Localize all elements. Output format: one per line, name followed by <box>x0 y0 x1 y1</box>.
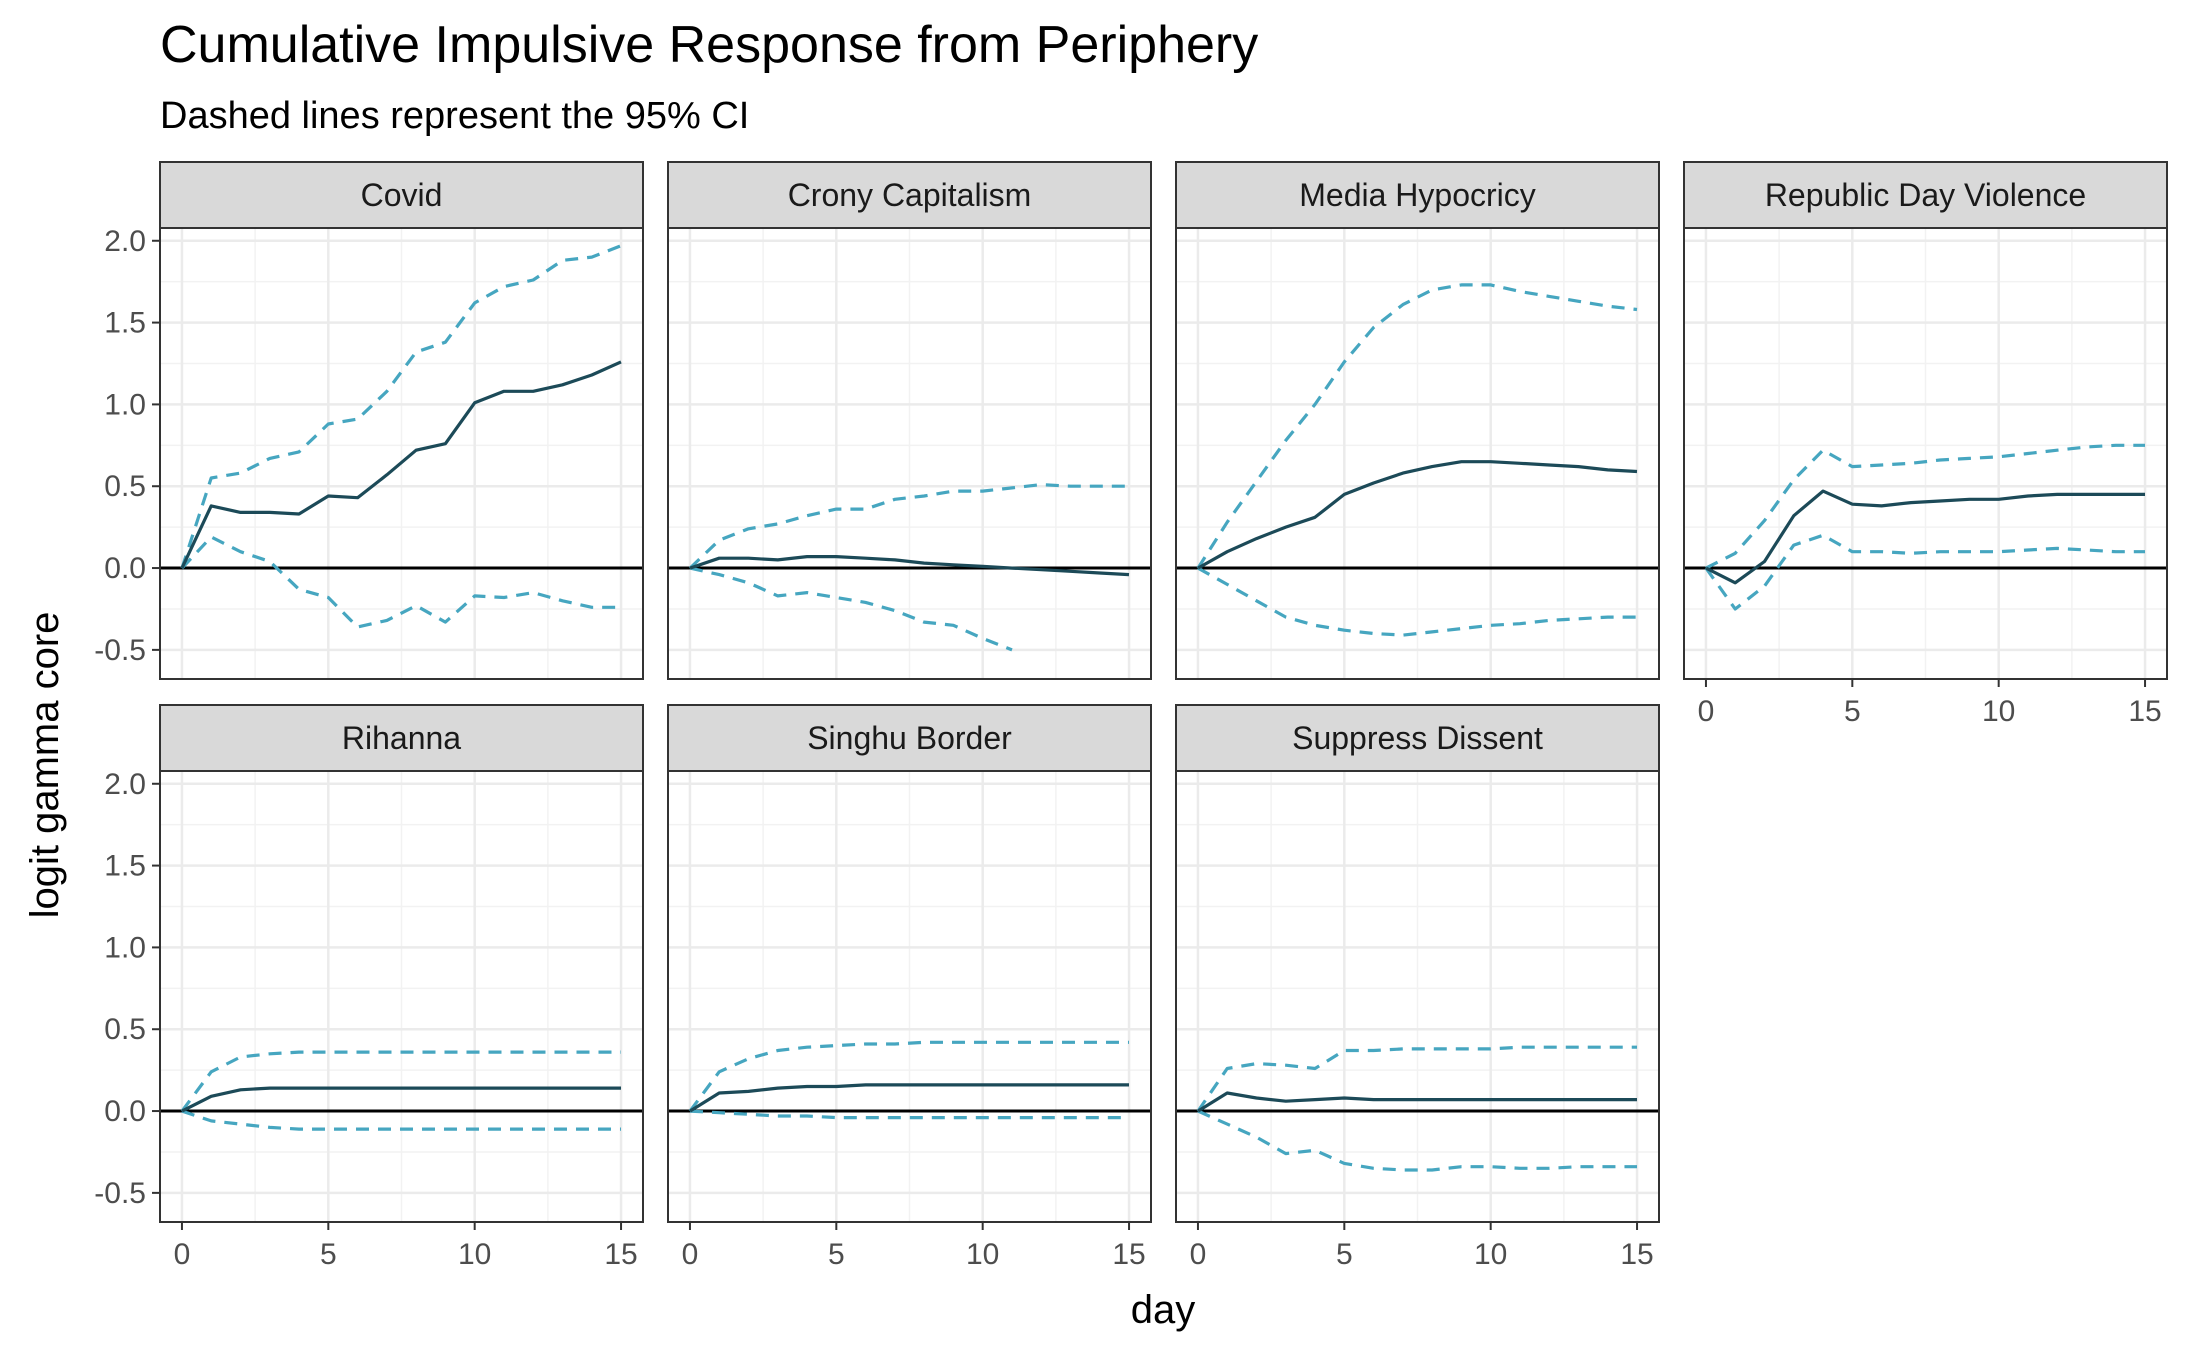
facet-strip <box>1683 161 2168 229</box>
y-tick-label: 0.5 <box>104 470 146 503</box>
facet-panel-suppress-dissent: Suppress Dissent 0 5 10 15 <box>1175 704 1660 1271</box>
y-tick-label: -0.5 <box>94 1177 146 1210</box>
estimate-line <box>1197 460 1638 570</box>
facet-strip <box>159 704 644 772</box>
facet-panel-media-hypocricy: Media Hypocricy <box>1175 161 1660 680</box>
y-tick-label: 0.0 <box>104 1095 146 1128</box>
facet-panel-rihanna: Rihanna -0.5 0.0 0.5 1.0 1.5 2.0 0 5 10 15 <box>94 704 644 1271</box>
facet-panel-covid: Covid -0.5 0.0 0.5 1.0 1.5 2.0 <box>94 161 644 680</box>
x-axis-title: day <box>1131 1288 1196 1332</box>
ci-lower-line <box>689 1109 1129 1120</box>
ci-upper-line <box>180 1050 621 1113</box>
estimate-line <box>1705 489 2145 585</box>
x-tick-label: 15 <box>2128 695 2161 728</box>
x-tick-label: 0 <box>174 1238 191 1271</box>
x-tick-label: 5 <box>828 1238 845 1271</box>
ci-lower-line <box>1704 533 2145 611</box>
facet-strip <box>667 704 1152 772</box>
ci-upper-line <box>1705 443 2145 570</box>
facet-strip-label: Rihanna <box>342 720 461 756</box>
facet-strip-label: Suppress Dissent <box>1292 720 1543 756</box>
facet-strip-label: Media Hypocricy <box>1299 177 1536 213</box>
facet-strip-label: Covid <box>361 177 443 213</box>
estimate-line <box>180 360 622 569</box>
x-tick-label: 0 <box>682 1238 699 1271</box>
x-tick-label: 10 <box>1982 695 2015 728</box>
y-tick-label: 0.0 <box>104 552 146 585</box>
facet-strip <box>159 161 644 229</box>
x-tick-label: 10 <box>458 1238 491 1271</box>
ci-upper-line <box>180 244 622 569</box>
ci-upper-line <box>688 1040 1129 1113</box>
x-tick-label: 15 <box>604 1238 637 1271</box>
y-tick-label: 1.5 <box>104 850 146 883</box>
facet-panel-republic-day-violence: Republic Day Violence 0 5 10 15 <box>1683 161 2168 728</box>
facet-strip-label: Crony Capitalism <box>788 177 1032 213</box>
x-tick-label: 0 <box>1190 1238 1207 1271</box>
facet-panels: Covid -0.5 0.0 0.5 1.0 1.5 2.0 Crony Capitalism… <box>94 161 2168 1271</box>
y-tick-label: 2.0 <box>104 768 146 801</box>
x-tick-label: 5 <box>1844 695 1861 728</box>
x-tick-label: 10 <box>1474 1238 1507 1271</box>
x-tick-label: 5 <box>320 1238 337 1271</box>
estimate-line <box>689 555 1130 577</box>
y-axis-title: logit gamma core <box>23 612 67 919</box>
ci-lower-line <box>1197 1109 1637 1172</box>
x-tick-label: 10 <box>966 1238 999 1271</box>
facet-strip <box>1175 704 1660 772</box>
ci-lower-line <box>180 535 621 629</box>
chart-subtitle: Dashed lines represent the 95% CI <box>160 95 749 137</box>
y-tick-label: 1.5 <box>104 307 146 340</box>
facet-panel-crony-capitalism: Crony Capitalism <box>667 161 1152 680</box>
estimate-line <box>1197 1091 1637 1113</box>
facet-panel-singhu-border: Singhu Border 0 5 10 15 <box>667 704 1152 1271</box>
y-tick-label: 0.5 <box>104 1013 146 1046</box>
facet-strip-label: Singhu Border <box>807 720 1012 756</box>
ci-upper-line <box>688 483 1129 570</box>
x-tick-label: 15 <box>1112 1238 1145 1271</box>
x-tick-label: 15 <box>1620 1238 1653 1271</box>
y-tick-label: 1.0 <box>104 388 146 421</box>
estimate-line <box>689 1083 1129 1113</box>
x-tick-label: 5 <box>1336 1238 1353 1271</box>
facet-strip <box>667 161 1152 229</box>
x-tick-label: 0 <box>1698 695 1715 728</box>
ci-lower-line <box>1197 566 1637 637</box>
y-tick-label: 1.0 <box>104 931 146 964</box>
ci-lower-line <box>181 1109 621 1131</box>
facet-strip-label: Republic Day Violence <box>1765 177 2086 213</box>
estimate-line <box>181 1086 621 1113</box>
y-tick-label: 2.0 <box>104 225 146 258</box>
ci-lower-line <box>689 566 1013 652</box>
facet-strip <box>1175 161 1660 229</box>
ci-upper-line <box>1196 1045 1637 1113</box>
y-tick-label: -0.5 <box>94 634 146 667</box>
chart-title: Cumulative Impulsive Response from Perip… <box>160 16 1258 74</box>
